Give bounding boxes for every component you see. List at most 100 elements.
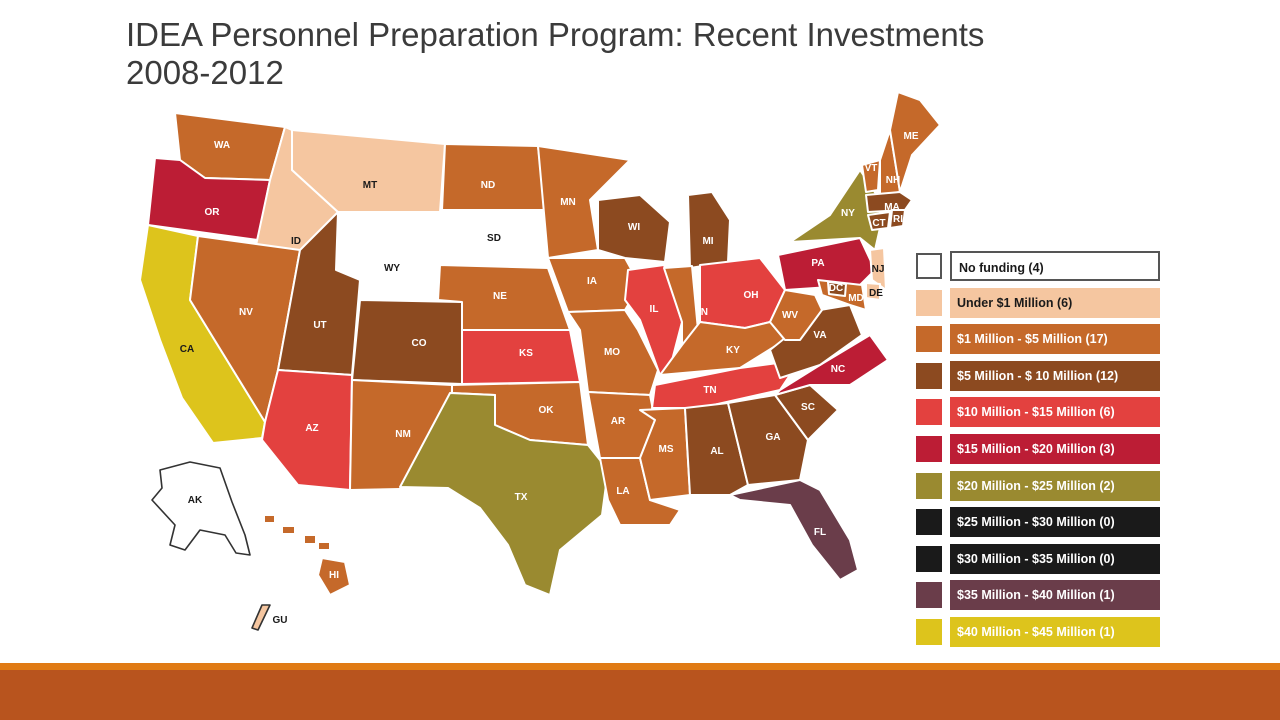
state-NJ [869,247,887,291]
state-MT [291,129,446,213]
state-WI [597,194,671,263]
legend-swatch [916,399,942,426]
legend-item-1m-5m: $1 Million - $5 Million (17) [916,324,1164,355]
state-RI [889,209,906,229]
state-label-GU: GU [273,615,288,626]
state-shapes [139,91,941,631]
state-label-AR: AR [611,416,626,427]
state-label-ND: ND [481,180,495,191]
legend-label: $30 Million - $35 Million (0) [950,543,1160,574]
state-label-CO: CO [412,338,427,349]
state-label-WY: WY [384,263,400,274]
state-DC [827,281,847,297]
legend-label: $5 Million - $ 10 Million (12) [950,360,1160,391]
legend-swatch [916,619,942,645]
legend-swatch [916,509,942,536]
state-MA [865,191,913,213]
state-HI [263,514,351,596]
state-label-VA: VA [813,330,826,341]
state-label-IA: IA [587,276,597,287]
state-label-MD: MD [848,293,864,304]
state-label-WI: WI [628,222,640,233]
state-GU [251,604,271,631]
state-label-NY: NY [841,208,855,219]
state-label-CA: CA [180,344,194,355]
state-label-IN: IN [698,307,708,318]
state-label-SC: SC [801,402,815,413]
state-CT [867,211,891,231]
legend-label: Under $1 Million (6) [950,287,1160,318]
state-label-KY: KY [726,345,740,356]
state-CO [351,299,463,385]
state-label-TX: TX [515,492,528,503]
state-label-GA: GA [766,432,781,443]
legend-swatch [916,362,942,389]
state-label-IL: IL [650,304,659,315]
state-label-OK: OK [539,405,555,416]
slide-title-line-2: 2008-2012 [126,54,284,91]
state-label-AL: AL [710,446,723,457]
state-AK [151,461,251,556]
legend-label: $35 Million - $40 Million (1) [950,580,1160,611]
legend-swatch [916,253,942,279]
legend-swatch [916,326,942,353]
state-label-ID: ID [291,236,301,247]
state-MO [567,309,659,396]
slide-title: IDEA Personnel Preparation Program: Rece… [126,16,1086,92]
footer-band [0,670,1280,720]
state-label-TN: TN [703,385,716,396]
state-FL [729,479,859,581]
state-label-AK: AK [188,495,203,506]
state-label-NM: NM [395,429,411,440]
legend-item-20m-25m: $20 Million - $25 Million (2) [916,470,1164,501]
state-label-WV: WV [782,310,798,321]
state-label-UT: UT [313,320,326,331]
state-label-WA: WA [214,140,230,151]
state-DE [865,282,881,301]
state-TX [399,392,609,596]
legend-item-40m-45m: $40 Million - $45 Million (1) [916,617,1164,647]
state-label-SD: SD [487,233,501,244]
state-label-HI: HI [329,570,339,581]
legend-item-under-1m: Under $1 Million (6) [916,287,1164,318]
legend-swatch [916,289,942,316]
state-label-ME: ME [904,131,919,142]
state-MN [537,145,631,259]
legend-label: No funding (4) [950,251,1160,281]
legend-label: $20 Million - $25 Million (2) [950,470,1160,501]
state-label-OR: OR [205,207,221,218]
legend-label: $40 Million - $45 Million (1) [950,617,1160,647]
state-label-DC: DC [829,283,843,294]
legend-item-15m-20m: $15 Million - $20 Million (3) [916,434,1164,464]
state-label-MI: MI [702,236,713,247]
state-label-NJ: NJ [872,264,885,275]
state-ND [441,143,546,211]
state-label-MT: MT [363,180,377,191]
legend-label: $25 Million - $30 Million (0) [950,507,1160,538]
state-label-NH: NH [886,175,900,186]
state-label-LA: LA [616,486,629,497]
state-MI [687,191,731,269]
state-labels: WA OR CA ID NV MT WY UT AZ CO NM ND SD N… [180,131,919,626]
state-AL [684,402,749,496]
state-label-MN: MN [560,197,576,208]
legend-item-35m-40m: $35 Million - $40 Million (1) [916,580,1164,611]
slide-title-line-1: IDEA Personnel Preparation Program: Rece… [126,16,985,53]
state-label-DE: DE [869,288,883,299]
state-PA [777,237,876,291]
legend-label: $10 Million - $15 Million (6) [950,397,1160,428]
legend-item-5m-10m: $5 Million - $ 10 Million (12) [916,360,1164,391]
state-label-FL: FL [814,527,826,538]
state-GA [727,394,809,486]
state-VT [861,159,881,193]
legend-item-no-funding: No funding (4) [916,251,1164,281]
state-label-CT: CT [872,218,885,229]
state-label-PA: PA [811,258,824,269]
state-label-AZ: AZ [305,423,318,434]
state-label-NC: NC [831,364,845,375]
state-label-OH: OH [744,290,759,301]
state-label-NE: NE [493,291,507,302]
state-label-KS: KS [519,348,533,359]
legend-item-10m-15m: $10 Million - $15 Million (6) [916,397,1164,428]
